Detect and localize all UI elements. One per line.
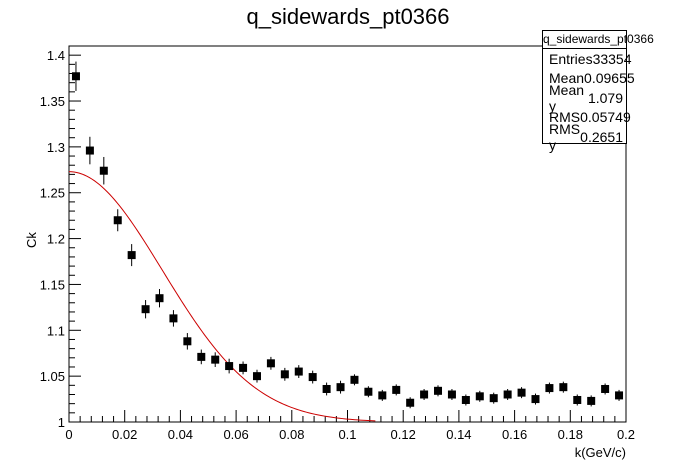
x-tick-label: 0.06 xyxy=(223,427,248,442)
stats-label: RMS xyxy=(549,109,581,126)
data-point xyxy=(113,216,122,225)
data-point xyxy=(252,372,261,381)
data-point xyxy=(266,359,275,368)
fit-curve xyxy=(68,171,376,422)
data-point xyxy=(294,367,303,376)
data-point xyxy=(587,396,596,405)
stats-value: 1.079 xyxy=(587,89,623,106)
data-point xyxy=(559,383,568,392)
data-point xyxy=(378,391,387,400)
data-point xyxy=(141,305,150,314)
data-point xyxy=(239,363,248,372)
y-tick-label: 1.2 xyxy=(47,232,65,247)
data-point xyxy=(364,387,373,396)
data-point xyxy=(280,370,289,379)
data-point xyxy=(71,72,80,81)
data-point xyxy=(336,383,345,392)
stats-row-rms: RMS 0.05749 xyxy=(543,108,631,128)
data-point xyxy=(155,294,164,303)
x-tick-label: 0.18 xyxy=(558,427,583,442)
stats-label: RMS y xyxy=(549,120,581,153)
x-tick-label: 0.12 xyxy=(391,427,416,442)
x-tick-label: 0 xyxy=(65,427,72,442)
x-tick-label: 0.1 xyxy=(338,427,356,442)
y-axis-label: Ck xyxy=(24,232,39,248)
data-point xyxy=(169,314,178,323)
stats-label: Mean xyxy=(549,70,585,87)
data-point xyxy=(420,390,429,399)
stats-value: 33354 xyxy=(592,50,632,67)
data-point xyxy=(85,146,94,155)
data-point xyxy=(461,395,470,404)
stats-row-mean-y: Mean y 1.079 xyxy=(543,82,626,114)
x-tick-label: 0.16 xyxy=(502,427,527,442)
x-tick-label: 0.04 xyxy=(168,427,193,442)
y-tick-label: 1.15 xyxy=(40,277,65,292)
stats-label: Mean y xyxy=(549,81,585,114)
y-tick-label: 1.3 xyxy=(47,140,65,155)
stats-row-mean: Mean 0.09655 xyxy=(543,69,635,89)
data-point xyxy=(197,352,206,361)
stats-label: Entries xyxy=(549,50,593,67)
data-point xyxy=(434,386,443,395)
x-tick-label: 0.2 xyxy=(617,427,635,442)
data-point xyxy=(350,375,359,384)
stats-box-title: q_sidewards_pt0366 xyxy=(543,31,654,49)
stats-row-entries: Entries 33354 xyxy=(543,49,632,69)
data-point xyxy=(211,355,220,364)
data-point xyxy=(322,384,331,393)
data-point xyxy=(447,390,456,399)
stats-value: 0.09655 xyxy=(584,70,635,87)
data-point xyxy=(406,398,415,407)
data-point xyxy=(225,362,234,371)
x-tick-label: 0.08 xyxy=(279,427,304,442)
y-tick-label: 1.05 xyxy=(40,369,65,384)
data-point xyxy=(601,384,610,393)
y-tick-label: 1.35 xyxy=(40,94,65,109)
data-point xyxy=(545,384,554,393)
y-tick-label: 1.4 xyxy=(47,48,65,63)
stats-box: q_sidewards_pt0366 Entries 33354 Mean 0.… xyxy=(542,30,654,153)
data-point xyxy=(517,388,526,397)
y-tick-label: 1.25 xyxy=(40,186,65,201)
y-tick-label: 1.1 xyxy=(47,323,65,338)
data-point xyxy=(531,395,540,404)
data-point xyxy=(308,373,317,382)
x-tick-label: 0.02 xyxy=(112,427,137,442)
data-point xyxy=(183,337,192,346)
data-point xyxy=(503,390,512,399)
data-point xyxy=(475,392,484,401)
data-point xyxy=(573,395,582,404)
data-point xyxy=(489,394,498,403)
chart-title: q_sidewards_pt0366 xyxy=(246,4,449,29)
stats-value: 0.2651 xyxy=(580,128,623,145)
data-point xyxy=(99,166,108,175)
data-point xyxy=(615,391,624,400)
y-tick-label: 1 xyxy=(58,415,65,430)
x-tick-label: 0.14 xyxy=(446,427,471,442)
data-point xyxy=(127,251,136,260)
data-point xyxy=(392,385,401,394)
stats-value: 0.05749 xyxy=(580,109,631,126)
stats-row-rms-y: RMS y 0.2651 xyxy=(543,121,626,153)
x-axis-label: k(GeV/c) xyxy=(575,445,626,460)
